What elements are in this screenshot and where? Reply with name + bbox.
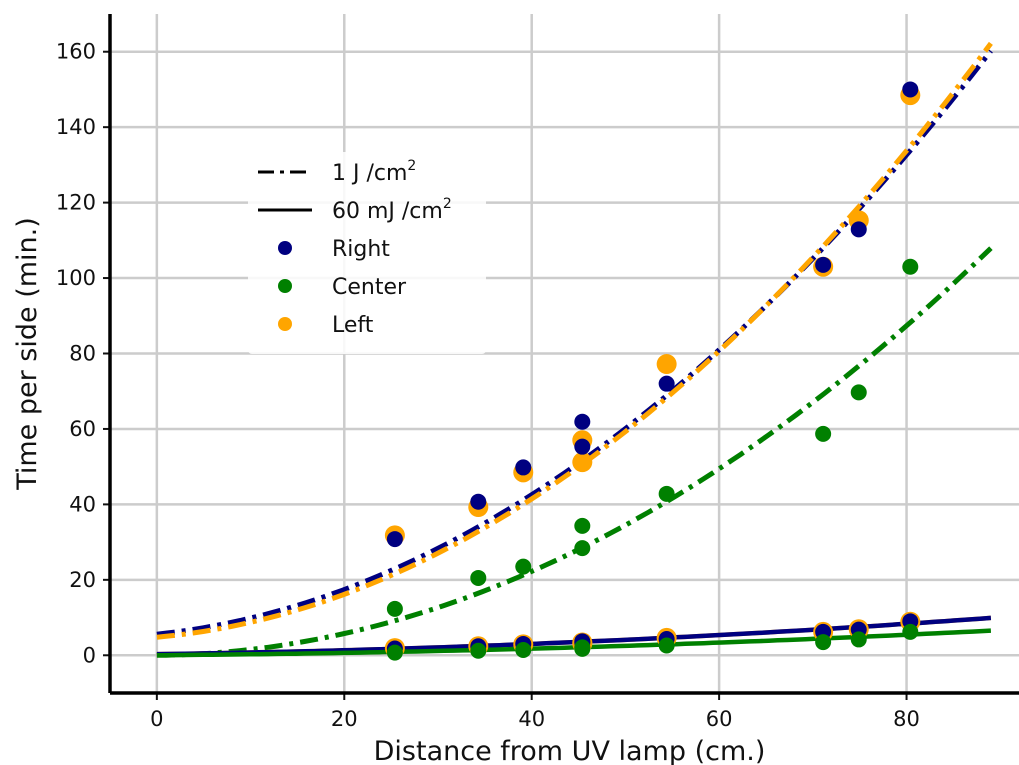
- legend-right-marker: [278, 241, 292, 255]
- grid: [110, 14, 1019, 693]
- x-tick-label: 20: [331, 707, 358, 731]
- data-points: [384, 81, 921, 661]
- point-right-1j: [574, 413, 591, 430]
- point-right-1j: [386, 531, 403, 548]
- y-tick-label: 100: [56, 266, 96, 290]
- legend: 1 J /cm2 60 mJ /cm2 Right Center Left: [248, 152, 486, 354]
- point-center-60mj: [815, 634, 832, 651]
- point-center-1j: [574, 540, 591, 557]
- point-center-1j: [815, 425, 832, 442]
- y-tick-label: 120: [56, 191, 96, 215]
- point-center-60mj: [386, 644, 403, 661]
- point-center-60mj: [574, 640, 591, 657]
- point-center-60mj: [850, 631, 867, 648]
- y-tick-label: 140: [56, 115, 96, 139]
- point-center-1j: [515, 558, 532, 575]
- axes: [103, 14, 1019, 700]
- point-right-1j: [574, 438, 591, 455]
- legend-right-label: Right: [332, 237, 390, 262]
- point-right-1j: [515, 459, 532, 476]
- point-center-1j: [470, 569, 487, 586]
- y-tick-label: 40: [69, 492, 96, 516]
- y-tick-label: 160: [56, 40, 96, 64]
- point-center-1j: [902, 258, 919, 275]
- legend-center-marker: [278, 279, 292, 293]
- y-tick-label: 60: [69, 417, 96, 441]
- x-tick-label: 40: [518, 707, 545, 731]
- legend-1-j-cm-superscript: 2: [407, 158, 416, 174]
- point-center-60mj: [658, 637, 675, 654]
- point-center-1j: [574, 517, 591, 534]
- legend-box: [248, 152, 486, 354]
- tick-labels: 0 20 40 60 80 0 20 40 60 80 100 120 140 160: [56, 40, 920, 731]
- point-center-60mj: [470, 642, 487, 659]
- fit-center-1j: [156, 246, 993, 658]
- point-center-1j: [386, 600, 403, 617]
- legend-60-mj-cm-label: 60 mJ /cm2: [332, 196, 452, 224]
- x-tick-label: 0: [150, 707, 163, 731]
- y-tick-label: 0: [83, 643, 96, 667]
- point-right-1j: [850, 221, 867, 238]
- point-right-1j: [815, 256, 832, 273]
- point-right-1j: [470, 493, 487, 510]
- legend-left-marker: [278, 317, 292, 331]
- legend-1-j-cm-label: 1 J /cm2: [332, 158, 416, 186]
- legend-left-label: Left: [332, 313, 374, 338]
- y-axis-label: Time per side (min.): [12, 217, 43, 491]
- y-tick-label: 80: [69, 342, 96, 366]
- x-tick-label: 60: [706, 707, 733, 731]
- point-left-1j: [656, 354, 677, 375]
- x-axis-label: Distance from UV lamp (cm.): [374, 736, 766, 765]
- point-right-1j: [902, 81, 919, 98]
- legend-center-label: Center: [332, 275, 407, 300]
- y-tick-label: 20: [69, 568, 96, 592]
- point-center-1j: [658, 485, 675, 502]
- point-center-60mj: [515, 641, 532, 658]
- x-tick-label: 80: [893, 707, 920, 731]
- point-left-1j: [572, 452, 593, 473]
- legend-60-mj-cm-superscript: 2: [443, 196, 452, 212]
- point-right-1j: [658, 375, 675, 392]
- point-center-60mj: [902, 623, 919, 640]
- point-center-1j: [850, 384, 867, 401]
